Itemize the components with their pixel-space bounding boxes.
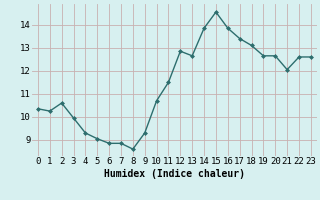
X-axis label: Humidex (Indice chaleur): Humidex (Indice chaleur) [104,169,245,179]
